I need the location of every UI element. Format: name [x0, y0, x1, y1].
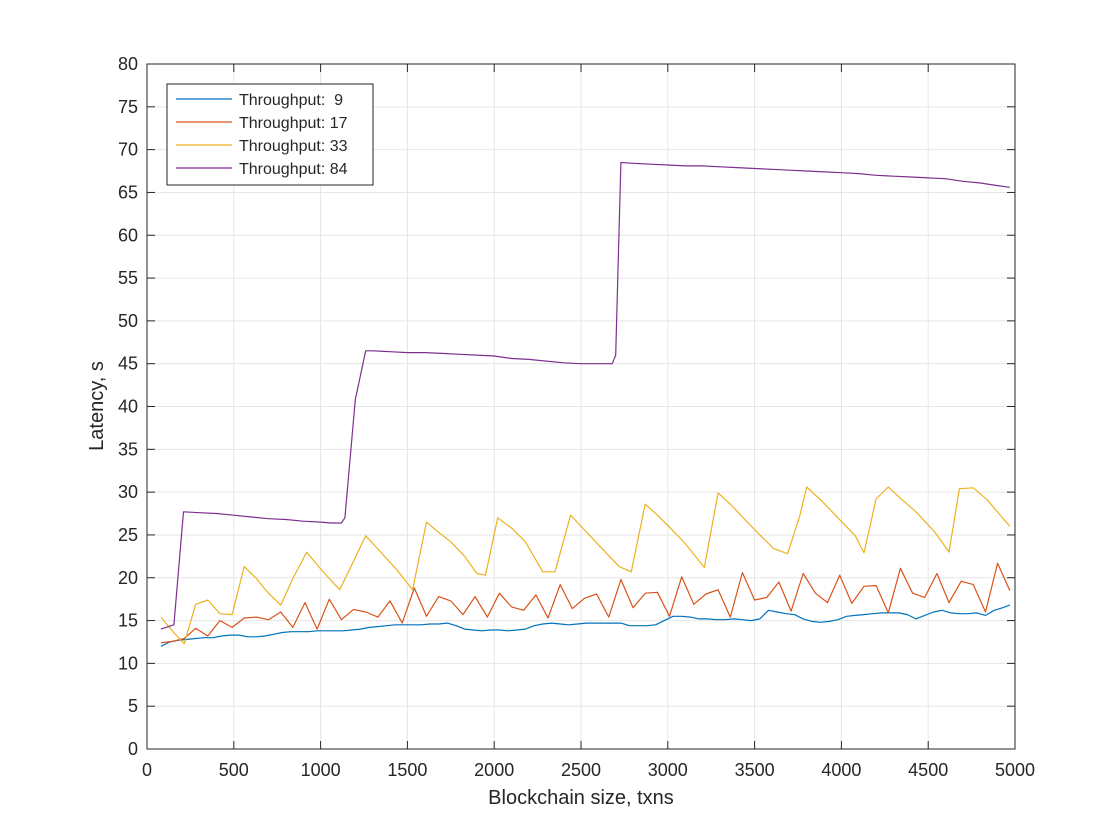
y-tick-label: 45: [118, 354, 138, 374]
y-axis-label: Latency, s: [86, 361, 108, 451]
series-line-2: [160, 562, 1011, 644]
x-tick-label: 2500: [561, 760, 601, 780]
y-tick-label: 75: [118, 97, 138, 117]
ticks: 0 500 1000 1500 2000 2500 3000 3500 4000 4500 5000…: [118, 54, 1035, 780]
y-tick-label: 20: [118, 568, 138, 588]
x-tick-label: 5000: [995, 760, 1035, 780]
series-line-1: [160, 604, 1011, 647]
y-tick-label: 80: [118, 54, 138, 74]
y-tick-label: 25: [118, 525, 138, 545]
y-tick-label: 40: [118, 397, 138, 417]
x-tick-label: 4000: [821, 760, 861, 780]
y-tick-label: 50: [118, 311, 138, 331]
y-tick-label: 55: [118, 268, 138, 288]
series-line-3: [160, 486, 1011, 645]
series-line-4: [160, 161, 1010, 630]
x-tick-label: 1000: [301, 760, 341, 780]
y-tick-label: 60: [118, 225, 138, 245]
x-tick-label: 500: [219, 760, 249, 780]
y-tick-label: 5: [128, 696, 138, 716]
legend: Throughput: 9 Throughput: 17 Throughput: 3…: [166, 83, 374, 186]
legend-label: Throughput: 17: [239, 115, 348, 132]
y-tick-label: 0: [128, 739, 138, 759]
legend-label: Throughput: 9: [239, 92, 343, 109]
series-lines: [160, 161, 1011, 647]
y-tick-label: 15: [118, 611, 138, 631]
x-axis-label: Blockchain size, txns: [488, 787, 674, 809]
y-tick-label: 30: [118, 482, 138, 502]
y-tick-label: 35: [118, 439, 138, 459]
x-tick-label: 0: [142, 760, 152, 780]
x-tick-label: 2000: [474, 760, 514, 780]
legend-label: Throughput: 33: [239, 138, 348, 155]
y-tick-label: 65: [118, 182, 138, 202]
y-tick-label: 70: [118, 140, 138, 160]
x-tick-label: 4500: [908, 760, 948, 780]
x-tick-label: 3500: [735, 760, 775, 780]
x-tick-label: 1500: [387, 760, 427, 780]
y-tick-label: 10: [118, 653, 138, 673]
legend-label: Throughput: 84: [239, 161, 348, 178]
x-tick-label: 3000: [648, 760, 688, 780]
